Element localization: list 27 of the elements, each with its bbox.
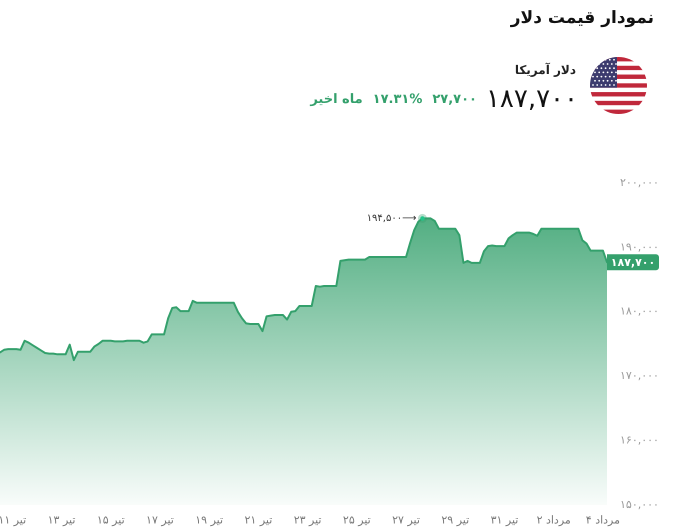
text: ۱۷.۳۱% <box>372 92 422 107</box>
x-tick-label: ۲۱ تیر <box>244 513 272 526</box>
text: ۱۸۷,۷۰۰ <box>486 84 578 114</box>
text: ۲۷,۷۰۰ <box>432 92 477 107</box>
x-tick-label: ۲۹ تیر <box>441 513 470 526</box>
y-tick-label: ۱۶۰,۰۰۰ <box>620 433 659 446</box>
x-tick-label: ۱۹ تیر <box>195 513 224 526</box>
x-tick-label: ۲۳ تیر <box>294 513 322 526</box>
data-label: ۱۸۷,۷۰۰ <box>610 256 656 270</box>
chart-title: نمودار قیمت دلار <box>510 8 654 28</box>
data-label: ۱۹۴,۵۰۰⟶ <box>366 213 416 224</box>
y-tick-label: ۱۵۰,۰۰۰ <box>620 498 659 511</box>
y-tick-label: ۱۹۰,۰۰۰ <box>620 240 659 254</box>
y-tick-label: ۱۷۰,۰۰۰ <box>620 369 659 382</box>
x-tick-label: ۴ مرداد <box>586 513 620 526</box>
y-tick-label: ۱۸۰,۰۰۰ <box>620 304 659 318</box>
x-tick-label: ۱۱ تیر <box>0 513 26 526</box>
x-tick-label: ۱۵ تیر <box>96 513 125 526</box>
x-tick-label: ۱۳ تیر <box>48 513 76 526</box>
x-tick-label: ۳۱ تیر <box>490 513 518 526</box>
x-tick-label: ۲۵ تیر <box>342 513 371 526</box>
y-tick-label: ۲۰۰,۰۰۰ <box>620 176 659 189</box>
x-tick-label: ۱۷ تیر <box>146 513 174 526</box>
x-tick-label: ۲ مرداد <box>536 513 571 526</box>
x-tick-label: ۲۷ تیر <box>392 513 420 526</box>
chart-subtitle: دلار آمریکا <box>514 63 576 77</box>
text: ماه اخیر <box>310 92 363 107</box>
